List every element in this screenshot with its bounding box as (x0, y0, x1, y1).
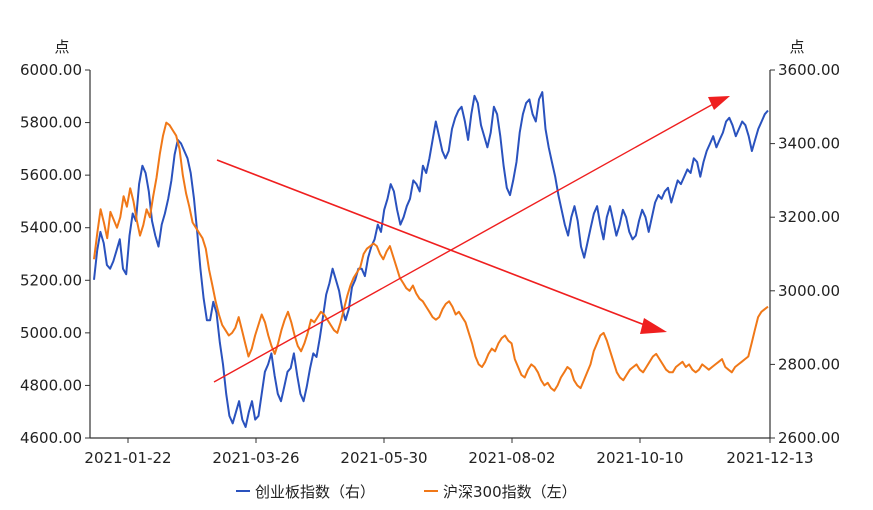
series-line-hs300 (93, 121, 769, 392)
down-trend-arrow-head (640, 318, 667, 334)
trend-arrows (213, 96, 730, 383)
left-axis-unit: 点 (54, 38, 69, 56)
right-tick-label: 2800.00 (778, 355, 840, 373)
left-tick-label: 5000.00 (20, 324, 82, 342)
left-tick-label: 5400.00 (20, 219, 82, 237)
left-tick-label: 5600.00 (20, 166, 82, 184)
series-line-cyb (93, 91, 769, 428)
label-layer: 点 点 创业板指数（右） 沪深300指数（左） (54, 38, 804, 501)
right-tick-label: 3000.00 (778, 282, 840, 300)
left-tick-label: 4800.00 (20, 376, 82, 394)
left-tick-label: 5800.00 (20, 114, 82, 132)
left-tick-label: 6000.00 (20, 61, 82, 79)
left-tick-label: 4600.00 (20, 429, 82, 447)
x-tick-label: 2021-05-30 (340, 449, 427, 467)
right-tick-label: 3400.00 (778, 135, 840, 153)
x-tick-label: 2021-10-10 (596, 449, 683, 467)
up-trend-arrow-head (708, 96, 730, 110)
legend-label-cyb: 创业板指数（右） (255, 483, 375, 501)
x-tick-label: 2021-01-22 (84, 449, 171, 467)
x-tick-label: 2021-12-13 (726, 449, 813, 467)
legend: 创业板指数（右） 沪深300指数（左） (236, 483, 577, 501)
right-tick-label: 3200.00 (778, 208, 840, 226)
up-trend-arrow-line (213, 102, 716, 383)
right-tick-label: 2600.00 (778, 429, 840, 447)
left-tick-label: 5200.00 (20, 271, 82, 289)
legend-label-hs300: 沪深300指数（左） (443, 483, 577, 501)
x-tick-label: 2021-03-26 (212, 449, 299, 467)
down-trend-arrow-line (216, 159, 651, 328)
series-layer (93, 91, 769, 428)
x-tick-label: 2021-08-02 (468, 449, 555, 467)
right-tick-label: 3600.00 (778, 61, 840, 79)
right-axis-unit: 点 (789, 38, 804, 56)
axes-layer: 4600.00 4800.00 5000.00 5200.00 5400.00 5600.… (20, 61, 840, 467)
